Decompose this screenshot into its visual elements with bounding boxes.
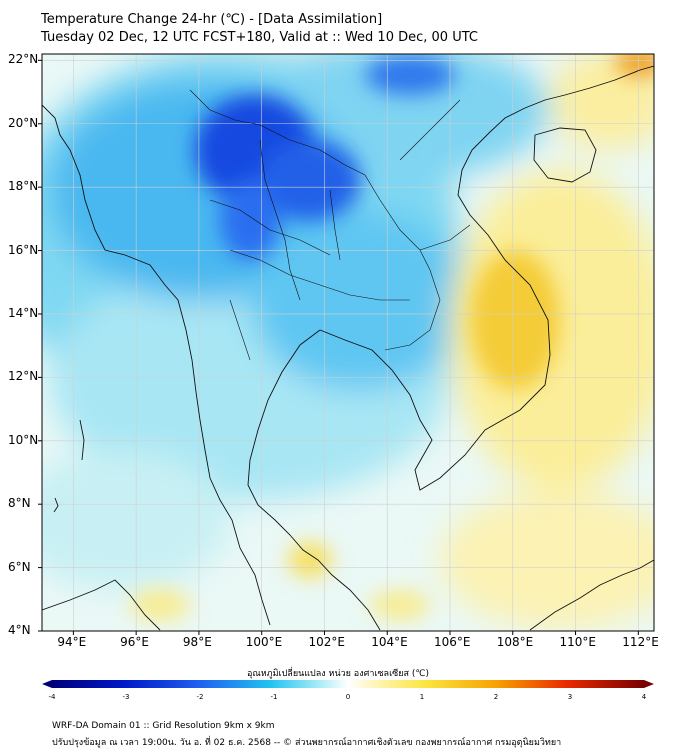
map-title: Temperature Change 24-hr (℃) - [Data Ass…: [41, 12, 383, 27]
colorbar-tick-label: -2: [197, 693, 204, 701]
lat-label: 18°N: [8, 179, 39, 194]
temperature-field: [42, 54, 654, 631]
lat-label: 4°N: [8, 623, 31, 637]
lat-label: 14°N: [8, 305, 39, 320]
axis-ticks: [38, 59, 639, 635]
map-subtitle: Tuesday 02 Dec, 12 UTC FCST+180, Valid a…: [41, 30, 478, 45]
lat-label: 8°N: [8, 496, 31, 511]
lat-label: 16°N: [8, 242, 39, 257]
colorbar-ticks: -4 -3 -2 -1 0 1 2 3 4: [49, 693, 647, 701]
colorbar-tick-label: -1: [271, 693, 278, 701]
lon-label: 100°E: [245, 635, 283, 649]
lon-label: 98°E: [182, 635, 212, 649]
colorbar-tick-label: -3: [123, 693, 130, 701]
colorbar-tick-label: 0: [346, 693, 350, 701]
lon-label: 112°E: [622, 635, 659, 649]
lon-label: 96°E: [120, 635, 149, 649]
coastlines: [42, 65, 654, 631]
colorbar-tick-label: 4: [642, 693, 647, 701]
colorbar-tick-label: -4: [49, 693, 57, 701]
footer-credit: ปรับปรุงข้อมูล ณ เวลา 19:00น. วัน อ. ที่…: [52, 738, 562, 748]
colorbar-title: อุณหภูมิเปลี่ยนแปลง หน่วย องศาเซลเซียส (…: [246, 669, 430, 679]
lon-label: 94°E: [57, 635, 87, 649]
lat-label: 6°N: [8, 559, 31, 574]
admin-borders: [189, 89, 471, 361]
colorbar-min-arrow: [42, 680, 52, 688]
colorbar-max-arrow: [644, 680, 654, 688]
lon-label: 102°E: [308, 635, 345, 649]
lat-label: 20°N: [8, 115, 39, 130]
lon-label: 104°E: [371, 635, 408, 649]
colorbar-tick-label: 1: [420, 693, 424, 701]
footer-model-info: WRF-DA Domain 01 :: Grid Resolution 9km …: [52, 721, 275, 731]
lon-label: 106°E: [434, 635, 471, 649]
lat-label: 12°N: [8, 369, 39, 384]
colorbar-ramp: [52, 680, 644, 688]
graticule: [42, 54, 654, 631]
colorbar-tick-label: 3: [568, 693, 572, 701]
colorbar-tick-label: 2: [494, 693, 498, 701]
colorbar: -4 -3 -2 -1 0 1 2 3 4: [42, 680, 654, 701]
lon-label: 108°E: [496, 635, 534, 649]
lon-label: 110°E: [559, 635, 597, 649]
lat-label: 10°N: [8, 432, 39, 447]
map-frame: [41, 53, 655, 632]
lat-label: 22°N: [8, 52, 39, 67]
